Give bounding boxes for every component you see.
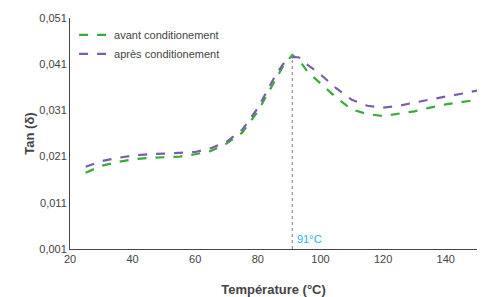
svg-text:40: 40 — [126, 253, 138, 265]
svg-text:Température (°C): Température (°C) — [221, 282, 326, 297]
svg-text:91°C: 91°C — [297, 233, 322, 245]
svg-text:0,051: 0,051 — [39, 12, 67, 24]
svg-text:60: 60 — [189, 253, 201, 265]
svg-text:20: 20 — [64, 253, 76, 265]
svg-text:80: 80 — [252, 253, 264, 265]
svg-text:avant conditionement: avant conditionement — [114, 29, 219, 41]
svg-text:0,041: 0,041 — [39, 58, 67, 70]
svg-text:0,031: 0,031 — [39, 104, 67, 116]
svg-text:Tan (δ): Tan (δ) — [22, 112, 37, 154]
svg-text:120: 120 — [374, 253, 392, 265]
svg-text:0,011: 0,011 — [40, 197, 67, 209]
svg-text:100: 100 — [311, 253, 329, 265]
svg-text:0,021: 0,021 — [39, 150, 67, 162]
svg-text:0,001: 0,001 — [39, 243, 67, 255]
svg-text:140: 140 — [437, 253, 455, 265]
svg-text:après conditionement: après conditionement — [114, 48, 219, 60]
